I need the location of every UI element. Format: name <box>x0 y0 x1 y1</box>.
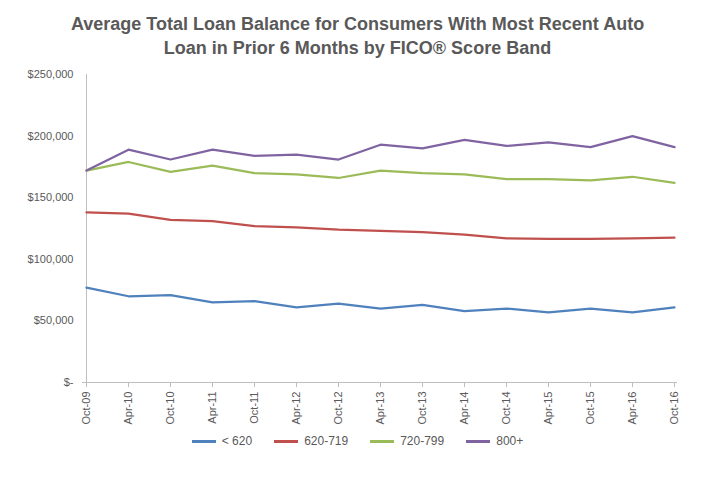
svg-text:$100,000: $100,000 <box>28 253 74 265</box>
svg-text:Apr-11: Apr-11 <box>206 392 218 424</box>
svg-text:Apr-10: Apr-10 <box>122 392 134 425</box>
svg-text:$-: $- <box>64 376 74 388</box>
svg-text:Oct-15: Oct-15 <box>584 392 596 425</box>
svg-text:Oct-11: Oct-11 <box>248 392 260 424</box>
svg-text:Oct-14: Oct-14 <box>500 392 512 425</box>
svg-text:Apr-16: Apr-16 <box>626 392 638 425</box>
svg-text:Oct-09: Oct-09 <box>80 392 92 425</box>
svg-text:Oct-16: Oct-16 <box>668 392 680 425</box>
svg-text:$250,000: $250,000 <box>28 68 74 80</box>
svg-text:Apr-15: Apr-15 <box>542 392 554 425</box>
svg-text:$200,000: $200,000 <box>28 130 74 142</box>
svg-text:$150,000: $150,000 <box>28 191 74 203</box>
html-text:720-799: 720-799 <box>400 434 445 448</box>
html-text:620-719: 620-719 <box>304 434 349 448</box>
svg-text:Oct-10: Oct-10 <box>164 392 176 425</box>
html-text:800+: 800+ <box>496 434 524 448</box>
svg-text:Apr-12: Apr-12 <box>290 392 302 425</box>
svg-text:Apr-13: Apr-13 <box>374 392 386 425</box>
html-text:< 620: < 620 <box>221 434 253 448</box>
svg-text:Oct-13: Oct-13 <box>416 392 428 425</box>
svg-text:$50,000: $50,000 <box>34 314 74 326</box>
html-text:Average Total Loan Balance for: Average Total Loan Balance for Consumers… <box>70 14 645 58</box>
svg-text:Oct-12: Oct-12 <box>332 392 344 425</box>
svg-text:Apr-14: Apr-14 <box>458 392 470 425</box>
